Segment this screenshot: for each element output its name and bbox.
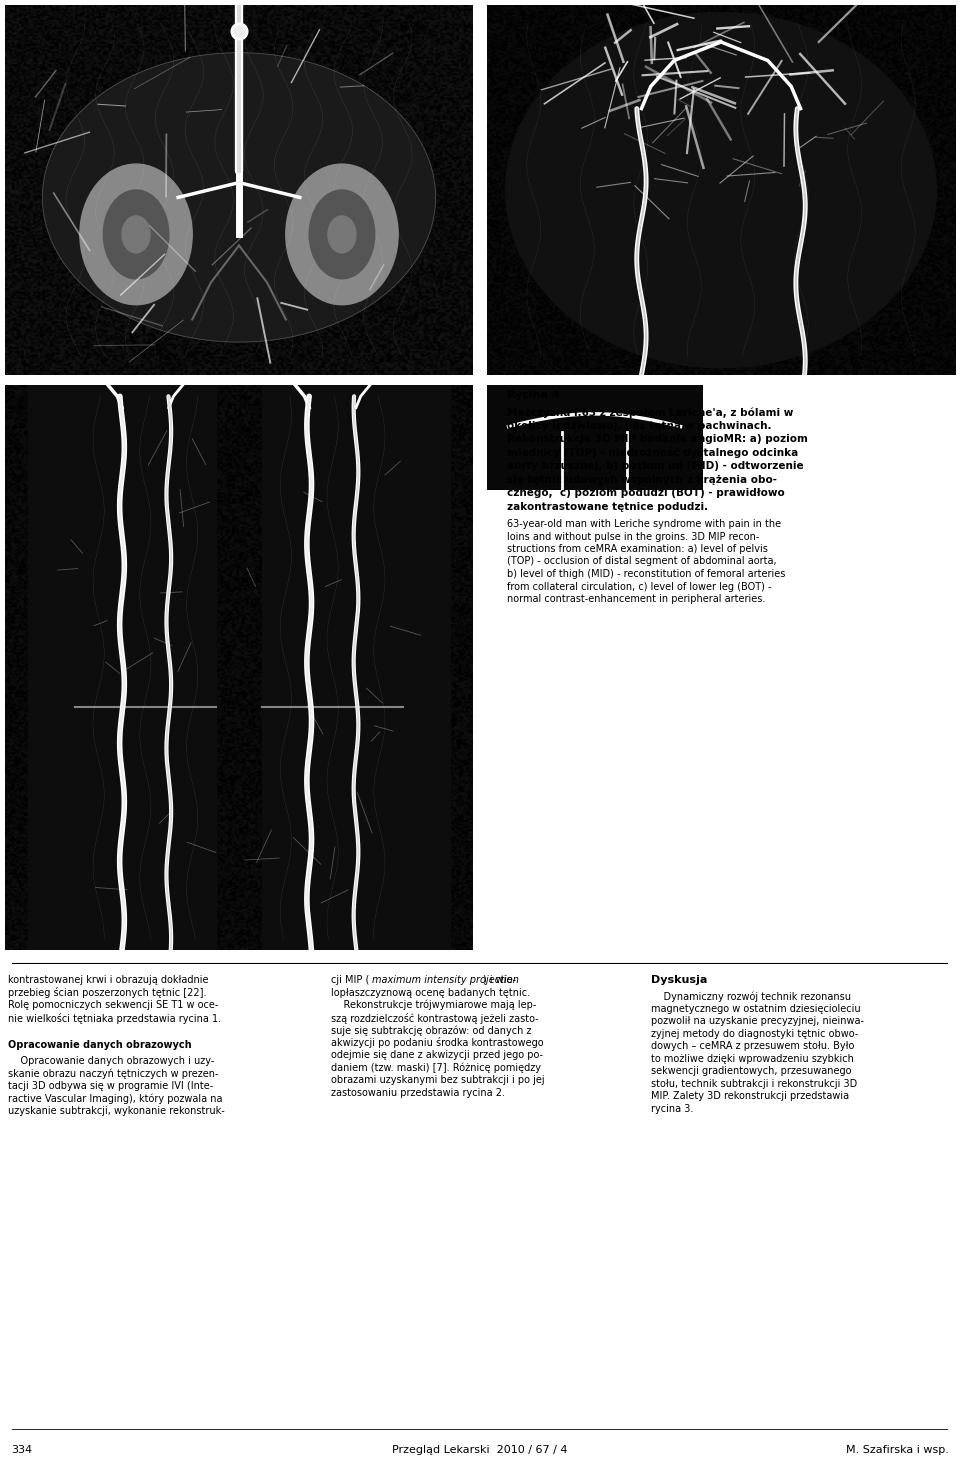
Text: loins and without pulse in the groins. 3D MIP recon-: loins and without pulse in the groins. 3… <box>507 531 759 541</box>
Text: daniem (tzw. maski) [7]. Różnicę pomiędzy: daniem (tzw. maski) [7]. Różnicę pomiędz… <box>331 1062 541 1072</box>
Text: obrazami uzyskanymi bez subtrakcji i po jej: obrazami uzyskanymi bez subtrakcji i po … <box>331 1075 545 1086</box>
Text: skanie obrazu naczyń tętniczych w prezen-: skanie obrazu naczyń tętniczych w prezen… <box>8 1069 218 1080</box>
Text: Rekonstrukcje trójwymiarowe mają lep-: Rekonstrukcje trójwymiarowe mają lep- <box>331 1001 537 1011</box>
Text: pozwolił na uzyskanie precyzyjnej, nieinwa-: pozwolił na uzyskanie precyzyjnej, niein… <box>651 1017 864 1026</box>
Ellipse shape <box>286 164 398 304</box>
Text: zastosowaniu przedstawia rycina 2.: zastosowaniu przedstawia rycina 2. <box>331 1087 505 1097</box>
Text: uzyskanie subtrakcji, wykonanie rekonstruk-: uzyskanie subtrakcji, wykonanie rekonstr… <box>8 1106 225 1116</box>
Polygon shape <box>29 385 216 949</box>
Text: Dynamiczny rozwój technik rezonansu: Dynamiczny rozwój technik rezonansu <box>651 992 851 1002</box>
Text: Przegląd Lekarski  2010 / 67 / 4: Przegląd Lekarski 2010 / 67 / 4 <box>393 1445 567 1456</box>
Text: zyjnej metody do diagnostyki tętnic obwo-: zyjnej metody do diagnostyki tętnic obwo… <box>651 1028 858 1039</box>
Polygon shape <box>487 385 702 490</box>
Text: Mężczyzna l.63 z zespołem Leriche'a, z bólami w: Mężczyzna l.63 z zespołem Leriche'a, z b… <box>507 407 793 417</box>
Text: ) i wie-: ) i wie- <box>483 974 516 985</box>
Text: rycina 3.: rycina 3. <box>651 1103 693 1113</box>
Text: normal contrast-enhancement in peripheral arteries.: normal contrast-enhancement in periphera… <box>507 594 765 604</box>
Text: okolicy lędźwiowej, bez tętna w pachwinach.: okolicy lędźwiowej, bez tętna w pachwina… <box>507 420 772 432</box>
Text: aorty brzusznej, b) poziom ud (MID) - odtworzenie: aorty brzusznej, b) poziom ud (MID) - od… <box>507 461 804 471</box>
Text: cznego,  c) poziom podudzi (BOT) - prawidłowo: cznego, c) poziom podudzi (BOT) - prawid… <box>507 489 784 497</box>
Text: ractive Vascular Imaging), który pozwala na: ractive Vascular Imaging), który pozwala… <box>8 1094 222 1105</box>
Polygon shape <box>262 385 449 949</box>
Text: kontrastowanej krwi i obrazują dokładnie: kontrastowanej krwi i obrazują dokładnie <box>8 974 208 985</box>
Text: maximum intensity projection: maximum intensity projection <box>372 974 518 985</box>
Text: Opracowanie danych obrazowych: Opracowanie danych obrazowych <box>8 1040 191 1050</box>
Text: MIP. Zalety 3D rekonstrukcji przedstawia: MIP. Zalety 3D rekonstrukcji przedstawia <box>651 1091 849 1102</box>
Text: 63-year-old man with Leriche syndrome with pain in the: 63-year-old man with Leriche syndrome wi… <box>507 519 781 530</box>
Text: suje się subtrakcję obrazów: od danych z: suje się subtrakcję obrazów: od danych z <box>331 1026 532 1036</box>
Text: M. Szafirska i wsp.: M. Szafirska i wsp. <box>846 1445 948 1456</box>
Text: miednicy (TOP) - niedrożność dystalnego odcinka: miednicy (TOP) - niedrożność dystalnego … <box>507 448 799 458</box>
Text: from collateral circulation, c) level of lower leg (BOT) -: from collateral circulation, c) level of… <box>507 581 772 591</box>
Text: structions from ceMRA examination: a) level of pelvis: structions from ceMRA examination: a) le… <box>507 544 768 554</box>
Text: (TOP) - occlusion of distal segment of abdominal aorta,: (TOP) - occlusion of distal segment of a… <box>507 556 777 566</box>
Text: to możliwe dzięki wprowadzeniu szybkich: to możliwe dzięki wprowadzeniu szybkich <box>651 1053 853 1064</box>
Text: akwizycji po podaniu środka kontrastowego: akwizycji po podaniu środka kontrastoweg… <box>331 1037 543 1049</box>
Ellipse shape <box>80 164 192 304</box>
Text: stołu, technik subtrakcji i rekonstrukcji 3D: stołu, technik subtrakcji i rekonstrukcj… <box>651 1078 857 1088</box>
Text: przebieg ścian poszerzonych tętnic [22].: przebieg ścian poszerzonych tętnic [22]. <box>8 988 206 999</box>
Text: Rolę pomocniczych sekwencji SE T1 w oce-: Rolę pomocniczych sekwencji SE T1 w oce- <box>8 1001 218 1009</box>
Ellipse shape <box>104 190 169 279</box>
Text: b) level of thigh (MID) - reconstitution of femoral arteries: b) level of thigh (MID) - reconstitution… <box>507 569 785 579</box>
Text: Opracowanie danych obrazowych i uzy-: Opracowanie danych obrazowych i uzy- <box>8 1056 214 1067</box>
Text: lopłaszczyznową ocenę badanych tętnic.: lopłaszczyznową ocenę badanych tętnic. <box>331 988 530 998</box>
Ellipse shape <box>122 217 150 253</box>
Polygon shape <box>506 12 936 367</box>
Text: 334: 334 <box>12 1445 33 1456</box>
Text: odejmie się dane z akwizycji przed jego po-: odejmie się dane z akwizycji przed jego … <box>331 1050 543 1061</box>
Text: sekwencji gradientowych, przesuwanego: sekwencji gradientowych, przesuwanego <box>651 1067 852 1077</box>
Text: cji MIP (: cji MIP ( <box>331 974 370 985</box>
Text: Dyskusja: Dyskusja <box>651 974 708 985</box>
Polygon shape <box>42 53 436 342</box>
Ellipse shape <box>328 217 356 253</box>
Ellipse shape <box>309 190 374 279</box>
Text: magnetycznego w ostatnim dziesięcioleciu: magnetycznego w ostatnim dziesięcioleciu <box>651 1004 860 1014</box>
Text: się tętnic udowych wspólnych z krążenia obo-: się tętnic udowych wspólnych z krążenia … <box>507 474 777 486</box>
Text: szą rozdzielczość kontrastową jeżeli zasto-: szą rozdzielczość kontrastową jeżeli zas… <box>331 1012 539 1024</box>
Text: Rycina 4: Rycina 4 <box>507 391 560 399</box>
Text: dowych – ceMRA z przesuwem stołu. Było: dowych – ceMRA z przesuwem stołu. Było <box>651 1042 854 1052</box>
Text: tacji 3D odbywa się w programie IVI (Inte-: tacji 3D odbywa się w programie IVI (Int… <box>8 1081 213 1091</box>
Text: zakontrastowane tętnice podudzi.: zakontrastowane tętnice podudzi. <box>507 502 708 512</box>
Text: Rekonstrukcja 3D MIP badania angioMR: a) poziom: Rekonstrukcja 3D MIP badania angioMR: a)… <box>507 435 808 443</box>
Text: nie wielkości tętniaka przedstawia rycina 1.: nie wielkości tętniaka przedstawia rycin… <box>8 1012 221 1024</box>
